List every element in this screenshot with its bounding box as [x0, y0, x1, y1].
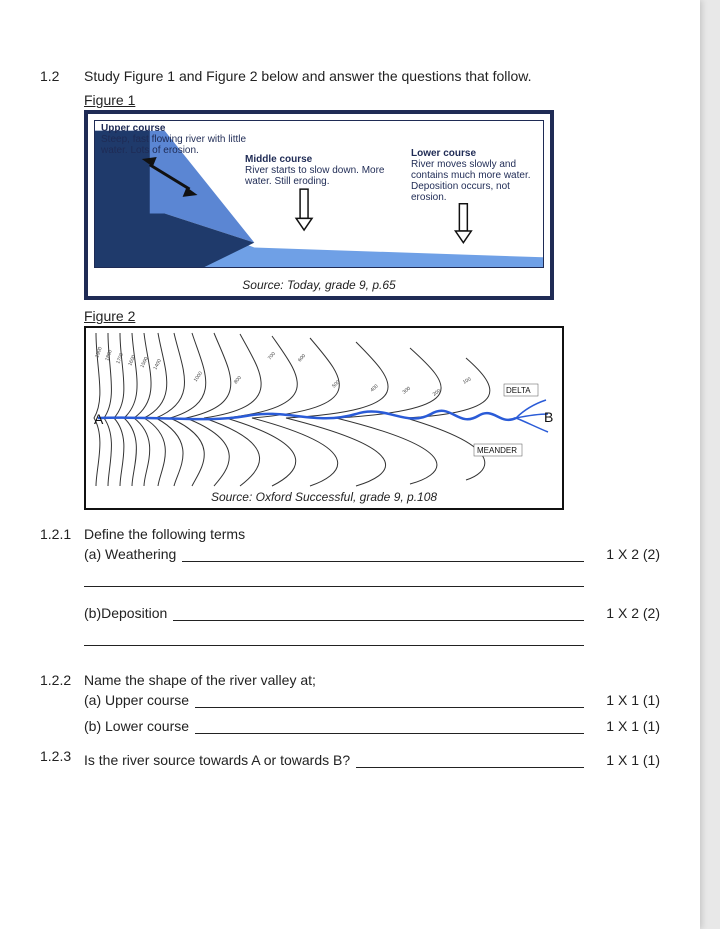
q121-b-label: (b)Deposition [84, 605, 167, 621]
answer-blank[interactable] [195, 693, 584, 708]
question-text: Study Figure 1 and Figure 2 below and an… [84, 68, 660, 84]
figure-2-block: Figure 2 [84, 308, 660, 324]
q122-b-line: (b) Lower course 1 X 1 (1) [84, 718, 660, 734]
upper-course-body: Steep, fast flowing river with little wa… [101, 134, 246, 156]
q121-b-line: (b)Deposition 1 X 2 (2) [84, 605, 660, 621]
upper-course-heading: Upper course [101, 123, 165, 134]
figure-1: Upper course Steep, fast flowing river w… [84, 110, 564, 300]
q121-a-marks: 1 X 2 (2) [590, 546, 660, 562]
q122-a-label: (a) Upper course [84, 692, 189, 708]
middle-course-text: Middle course River starts to slow down.… [245, 154, 395, 187]
figure-2: A B DELTA MEANDER 1900 1800 1700 1600 15… [84, 326, 564, 510]
q122-b-label: (b) Lower course [84, 718, 189, 734]
question-number: 1.2 [40, 68, 84, 84]
upper-course-text: Upper course Steep, fast flowing river w… [101, 123, 261, 156]
question-1-2-header: 1.2 Study Figure 1 and Figure 2 below an… [40, 68, 660, 84]
figure-1-diagram: Upper course Steep, fast flowing river w… [94, 120, 544, 268]
q121-a-line: (a) Weathering 1 X 2 (2) [84, 546, 660, 562]
lower-course-body: River moves slowly and contains much mor… [411, 159, 531, 203]
answer-blank[interactable] [173, 606, 584, 621]
answer-blank[interactable] [195, 719, 584, 734]
label-b: B [544, 409, 553, 425]
answer-blank[interactable] [356, 753, 584, 768]
answer-blank[interactable] [84, 631, 584, 646]
figure-2-label: Figure 2 [84, 308, 660, 324]
question-1-2-3: 1.2.3 Is the river source towards A or t… [40, 748, 660, 772]
lower-course-heading: Lower course [411, 148, 476, 159]
q122-a-marks: 1 X 1 (1) [590, 692, 660, 708]
middle-course-body: River starts to slow down. More water. S… [245, 165, 385, 187]
q123-marks: 1 X 1 (1) [590, 752, 660, 768]
subq-intro: Define the following terms [84, 526, 660, 542]
figure-2-caption: Source: Oxford Successful, grade 9, p.10… [86, 488, 562, 504]
subq-number: 1.2.2 [40, 672, 84, 688]
worksheet-page: 1.2 Study Figure 1 and Figure 2 below an… [0, 0, 700, 929]
q122-b-marks: 1 X 1 (1) [590, 718, 660, 734]
question-1-2-2: 1.2.2 Name the shape of the river valley… [40, 672, 660, 738]
question-1-2-1: 1.2.1 Define the following terms (a) Wea… [40, 526, 660, 656]
middle-course-heading: Middle course [245, 154, 312, 165]
q121-a-label: (a) Weathering [84, 546, 176, 562]
label-meander: MEANDER [477, 446, 517, 455]
subq-intro: Name the shape of the river valley at; [84, 672, 660, 688]
label-a: A [94, 411, 104, 427]
figure-1-caption: Source: Today, grade 9, p.65 [88, 278, 550, 292]
answer-blank[interactable] [182, 547, 584, 562]
q122-a-line: (a) Upper course 1 X 1 (1) [84, 692, 660, 708]
contour-map-svg: A B DELTA MEANDER 1900 1800 1700 1600 15… [86, 328, 562, 488]
answer-blank[interactable] [84, 572, 584, 587]
q121-b-marks: 1 X 2 (2) [590, 605, 660, 621]
label-delta: DELTA [506, 386, 531, 395]
lower-course-text: Lower course River moves slowly and cont… [411, 148, 531, 203]
q123-text: Is the river source towards A or towards… [84, 752, 350, 768]
figure-1-block: Figure 1 [84, 92, 660, 108]
subq-number: 1.2.1 [40, 526, 84, 542]
subq-number: 1.2.3 [40, 748, 84, 764]
figure-1-label: Figure 1 [84, 92, 660, 108]
figure-1-border: Upper course Steep, fast flowing river w… [84, 110, 554, 300]
